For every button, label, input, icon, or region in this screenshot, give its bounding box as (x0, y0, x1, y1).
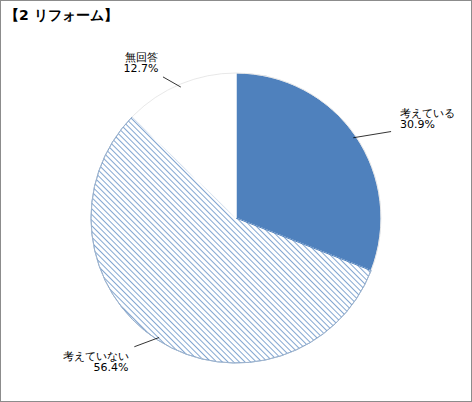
svg-text:考えている30.9%: 考えている30.9% (400, 107, 455, 131)
svg-text:考えていない56.4%: 考えていない56.4% (63, 350, 129, 374)
svg-text:無回答12.7%: 無回答12.7% (124, 51, 159, 75)
html-text:【2 リフォーム】: 【2 リフォーム】 (5, 7, 118, 23)
